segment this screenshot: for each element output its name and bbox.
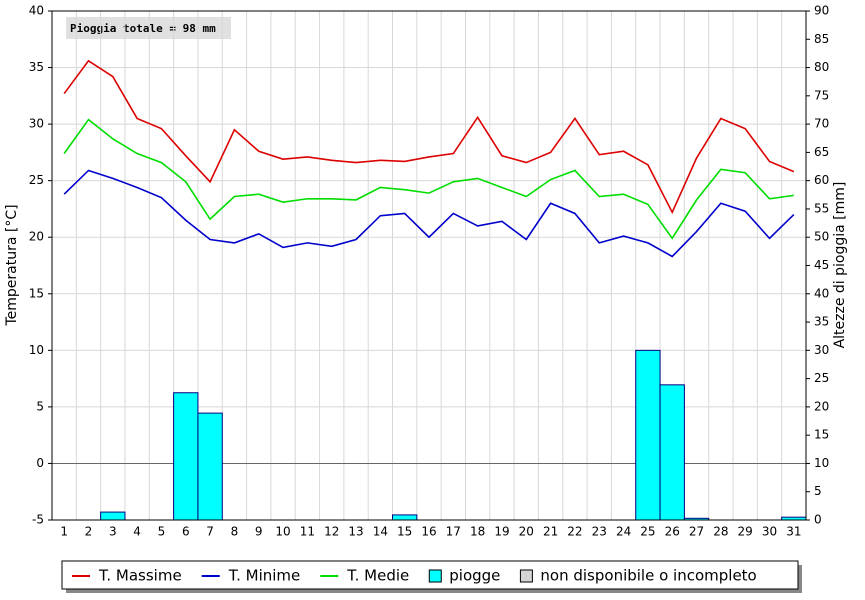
x-tick-label: 16 bbox=[421, 525, 436, 539]
x-tick-label: 24 bbox=[616, 525, 631, 539]
y2-tick-label: 0 bbox=[814, 513, 822, 527]
y2-tick-label: 70 bbox=[814, 117, 829, 131]
bar bbox=[100, 511, 126, 521]
y2-tick-label: 25 bbox=[814, 371, 829, 385]
y-tick-label: 35 bbox=[29, 60, 44, 74]
x-tick-label: 28 bbox=[713, 525, 728, 539]
legend-swatch bbox=[428, 569, 442, 583]
y2-tick-label: 50 bbox=[814, 230, 829, 244]
x-tick-label: 7 bbox=[206, 525, 214, 539]
y2-tick-label: 75 bbox=[814, 88, 829, 102]
y2-tick-label: 85 bbox=[814, 32, 829, 46]
x-tick-label: 10 bbox=[275, 525, 290, 539]
x-tick-label: 19 bbox=[494, 525, 509, 539]
y-tick-label: -5 bbox=[32, 513, 44, 527]
line-series bbox=[63, 118, 794, 240]
x-tick-label: 1 bbox=[60, 525, 68, 539]
x-tick-label: 14 bbox=[373, 525, 388, 539]
y2-tick-label: 20 bbox=[814, 399, 829, 413]
x-tick-label: 22 bbox=[567, 525, 582, 539]
y2-tick-label: 60 bbox=[814, 173, 829, 187]
x-tick-label: 31 bbox=[786, 525, 801, 539]
y2-tick-label: 15 bbox=[814, 428, 829, 442]
legend-label: T. Minime bbox=[228, 567, 301, 585]
y2-tick-label: 80 bbox=[814, 60, 829, 74]
y-tick-label: 15 bbox=[29, 286, 44, 300]
y2-tick-label: 55 bbox=[814, 201, 829, 215]
annotation: Pioggia totale = 98 mm bbox=[70, 22, 216, 35]
y2-tick-label: 65 bbox=[814, 145, 829, 159]
x-tick-label: 25 bbox=[640, 525, 655, 539]
x-tick-label: 6 bbox=[182, 525, 190, 539]
y-tick-label: 25 bbox=[29, 173, 44, 187]
line-series bbox=[63, 169, 795, 258]
bar bbox=[197, 412, 223, 521]
y-tick-label: 10 bbox=[29, 343, 44, 357]
x-tick-label: 9 bbox=[255, 525, 263, 539]
x-tick-label: 4 bbox=[133, 525, 141, 539]
y-axis-label: Temperatura [°C] bbox=[4, 204, 20, 326]
y-tick-label: 5 bbox=[36, 399, 44, 413]
x-tick-label: 8 bbox=[231, 525, 239, 539]
y2-tick-label: 35 bbox=[814, 315, 829, 329]
y2-axis-label: Altezze di pioggia [mm] bbox=[832, 182, 848, 349]
y2-tick-label: 40 bbox=[814, 286, 829, 300]
legend-label: piogge bbox=[449, 567, 500, 585]
bar bbox=[173, 392, 199, 521]
x-tick-label: 20 bbox=[519, 525, 534, 539]
legend-label: T. Medie bbox=[346, 567, 409, 585]
legend-label: non disponibile o incompleto bbox=[540, 567, 756, 585]
x-tick-label: 23 bbox=[592, 525, 607, 539]
bar bbox=[659, 384, 685, 521]
x-tick-label: 18 bbox=[470, 525, 485, 539]
x-tick-label: 2 bbox=[85, 525, 93, 539]
x-tick-label: 15 bbox=[397, 525, 412, 539]
y2-tick-label: 90 bbox=[814, 4, 829, 18]
legend-label: T. Massime bbox=[98, 567, 182, 585]
line-series bbox=[63, 59, 795, 215]
x-tick-label: 30 bbox=[762, 525, 777, 539]
y-tick-label: 30 bbox=[29, 117, 44, 131]
x-tick-label: 21 bbox=[543, 525, 558, 539]
annotation-box bbox=[66, 17, 231, 39]
plot-frame bbox=[51, 10, 807, 521]
x-tick-label: 27 bbox=[689, 525, 704, 539]
y-tick-label: 20 bbox=[29, 230, 44, 244]
y2-tick-label: 10 bbox=[814, 456, 829, 470]
y-tick-label: 0 bbox=[36, 456, 44, 470]
bar bbox=[392, 514, 418, 521]
bar bbox=[635, 349, 661, 521]
x-tick-label: 29 bbox=[738, 525, 753, 539]
x-tick-label: 11 bbox=[300, 525, 315, 539]
x-tick-label: 13 bbox=[348, 525, 363, 539]
y2-tick-label: 45 bbox=[814, 258, 829, 272]
x-tick-label: 26 bbox=[665, 525, 680, 539]
y-tick-label: 40 bbox=[29, 4, 44, 18]
x-tick-label: 3 bbox=[109, 525, 117, 539]
legend-swatch bbox=[519, 569, 533, 583]
x-tick-label: 12 bbox=[324, 525, 339, 539]
y2-tick-label: 5 bbox=[814, 484, 822, 498]
y2-tick-label: 30 bbox=[814, 343, 829, 357]
x-tick-label: 17 bbox=[446, 525, 461, 539]
x-tick-label: 5 bbox=[158, 525, 166, 539]
